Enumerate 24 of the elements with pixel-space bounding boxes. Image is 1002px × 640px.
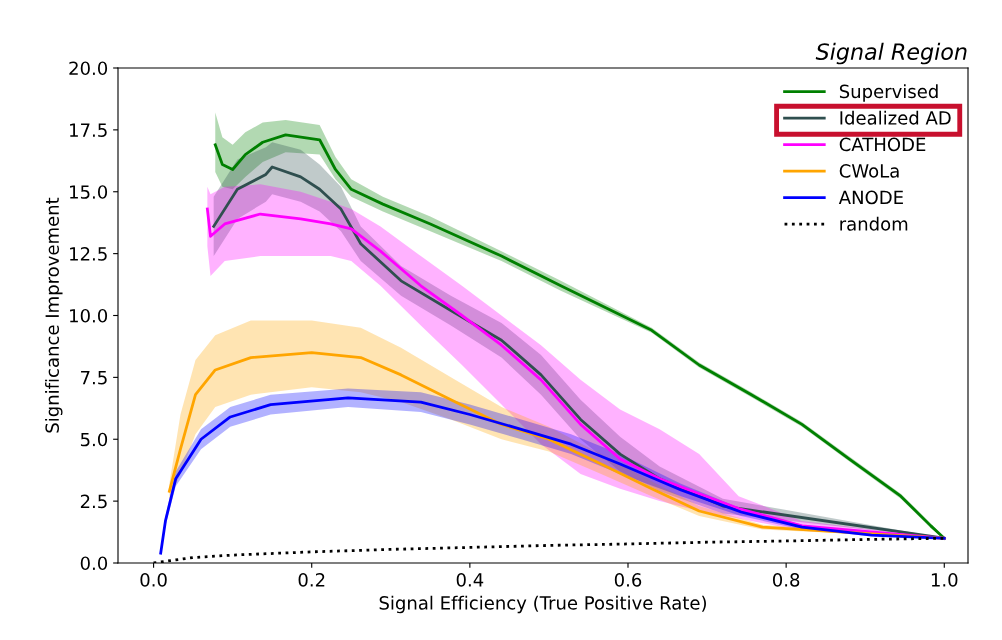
y-tick-label: 7.5 xyxy=(81,371,107,385)
y-tick-label: 20.0 xyxy=(69,61,108,76)
y-tick-label: 15.0 xyxy=(70,185,108,199)
x-tick-label: 1.0 xyxy=(931,573,958,587)
chart-title: Signal Region xyxy=(815,42,967,65)
y-axis-title: Significance Improvement xyxy=(45,197,63,433)
x-tick-label: 0.6 xyxy=(614,573,642,587)
y-tick-label: 0.0 xyxy=(80,556,108,571)
legend-label: Idealized AD xyxy=(840,110,951,125)
x-tick-label: 0.4 xyxy=(456,573,484,587)
x-tick-label: 0.8 xyxy=(772,573,800,587)
y-tick-label: 17.5 xyxy=(70,123,107,137)
x-tick-label: 0.2 xyxy=(298,573,325,587)
x-tick-label: 0.0 xyxy=(140,573,167,587)
y-tick-label: 10.0 xyxy=(70,308,108,323)
x-axis-title: Signal Efficiency (True Positive Rate) xyxy=(379,595,706,614)
legend-label: Supervised xyxy=(839,84,938,102)
legend-label: random xyxy=(840,216,908,231)
legend-label: ANODE xyxy=(838,190,903,205)
y-tick-label: 5.0 xyxy=(80,432,108,447)
legend-label: CWoLa xyxy=(839,164,899,178)
y-tick-label: 2.5 xyxy=(80,494,107,509)
legend-label: CATHODE xyxy=(839,137,926,152)
y-tick-label: 12.5 xyxy=(70,247,107,261)
